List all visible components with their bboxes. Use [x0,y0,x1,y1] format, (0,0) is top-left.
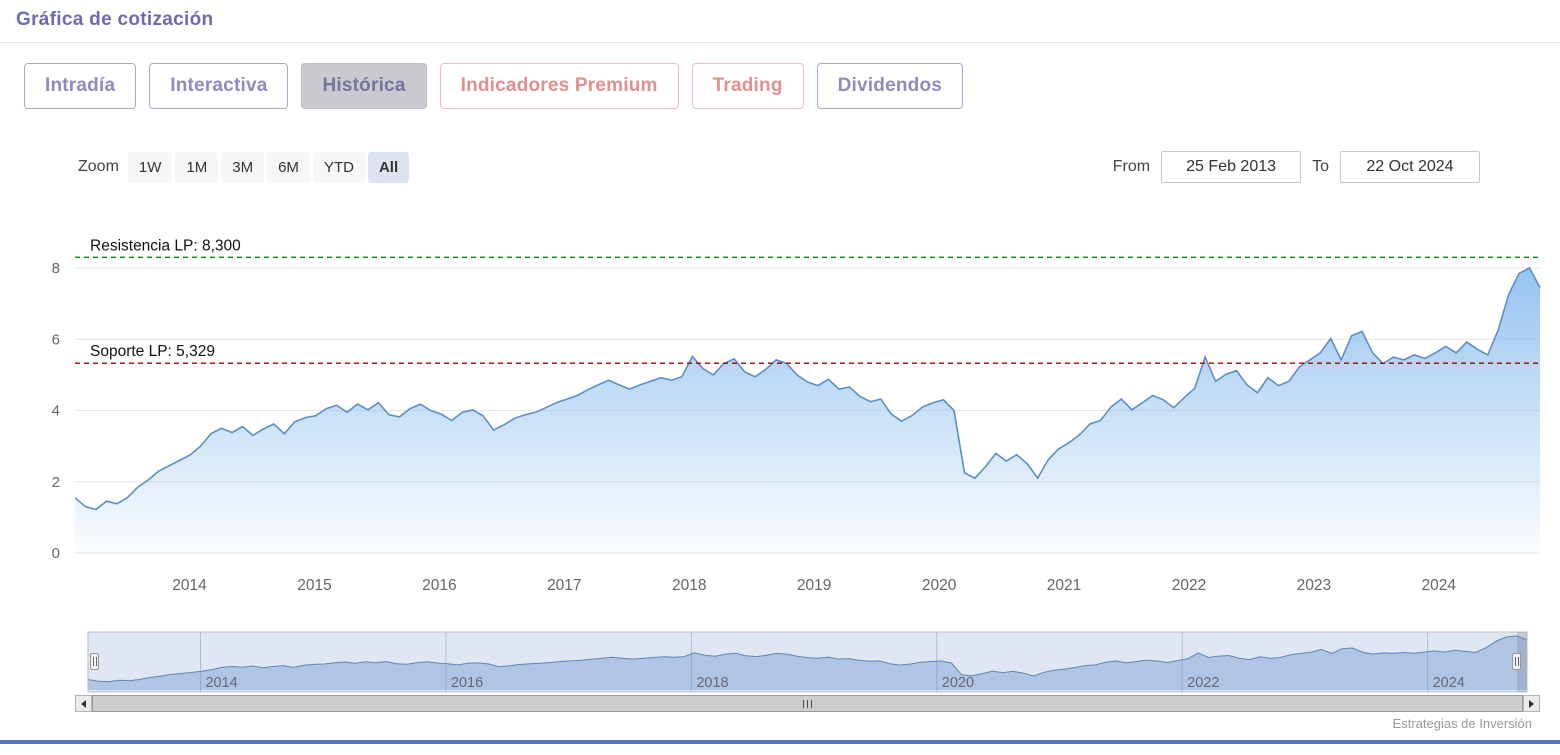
tab-historica[interactable]: Histórica [301,63,427,109]
from-date-input[interactable] [1161,151,1302,183]
nav-year-label: 2024 [1433,675,1465,691]
to-label: To [1312,158,1329,175]
navigator-right-mask [1517,632,1527,692]
left-arrow-icon [81,699,86,708]
zoom-button-ytd[interactable]: YTD [312,151,365,183]
nav-year-label: 2020 [942,675,974,691]
nav-year-label: 2014 [205,675,237,691]
date-range-group: From To [1113,150,1480,184]
x-axis-label: 2014 [172,577,207,594]
tab-interactiva[interactable]: Interactiva [149,63,289,109]
chart-toolbar: Zoom 1W 1M 3M 6M YTD All From To [78,150,1480,184]
x-axis-label: 2020 [922,577,957,594]
x-axis-label: 2024 [1422,577,1457,594]
main-price-chart[interactable]: 0 2 4 6 8 2014 2015 2016 2017 2018 2019 2020 2021 202… [0,200,1560,600]
zoom-button-1w[interactable]: 1W [127,151,173,183]
price-area [75,268,1540,553]
nav-selected-mask [88,632,1527,692]
tab-bar: Intradía Interactiva Histórica Indicador… [24,63,964,109]
annotation-label: Resistencia LP: 8,300 [90,237,241,254]
chart-scrollbar[interactable] [75,695,1540,712]
right-arrow-icon [1529,699,1534,708]
header-divider [0,42,1560,43]
zoom-button-3m[interactable]: 3M [221,151,265,183]
tab-intradia[interactable]: Intradía [24,63,137,109]
tab-trading[interactable]: Trading [691,63,804,109]
to-date-input[interactable] [1340,151,1480,183]
nav-year-label: 2022 [1187,675,1219,691]
y-axis-label: 4 [52,403,60,420]
nav-outline [87,631,1528,693]
y-axis-label: 2 [52,474,60,491]
scrollbar-left-arrow[interactable] [75,695,92,712]
x-axis-label: 2017 [547,577,581,594]
nav-line [87,635,1528,683]
navigator-right-handle[interactable] [1512,653,1521,670]
nav-year-label: 2018 [696,675,728,691]
zoom-label: Zoom [78,158,119,175]
navigator-chart[interactable]: 2014 2016 2018 2020 2022 2024 [0,630,1560,694]
chart-credits[interactable]: Estrategias de Inversión [1392,716,1532,731]
zoom-button-1m[interactable]: 1M [175,151,219,183]
x-axis-label: 2022 [1172,577,1206,594]
y-axis-label: 8 [52,260,60,277]
tab-dividendos[interactable]: Dividendos [816,63,964,109]
scrollbar-right-arrow[interactable] [1523,695,1540,712]
x-axis-label: 2015 [297,577,331,594]
scrollbar-thumb[interactable] [92,695,1523,712]
zoom-group: Zoom 1W 1M 3M 6M YTD All [78,150,412,184]
navigator-left-handle[interactable] [90,653,99,670]
x-axis-label: 2023 [1297,577,1331,594]
y-axis-label: 6 [52,331,60,348]
nav-area [88,636,1527,690]
bottom-accent-bar [0,740,1560,744]
x-axis-label: 2016 [422,577,456,594]
x-axis-label: 2021 [1047,577,1081,594]
x-axis-label: 2018 [672,577,706,594]
price-line [74,266,1541,511]
annotation-label: Soporte LP: 5,329 [90,343,215,360]
tab-indicadores-premium[interactable]: Indicadores Premium [439,63,679,109]
zoom-button-all[interactable]: All [367,151,410,183]
x-axis-label: 2019 [797,577,831,594]
from-label: From [1112,158,1151,175]
y-axis-label: 0 [52,545,60,562]
page-title: Gráfica de cotización [16,9,214,30]
nav-year-label: 2016 [451,675,483,691]
zoom-button-6m[interactable]: 6M [267,151,310,183]
